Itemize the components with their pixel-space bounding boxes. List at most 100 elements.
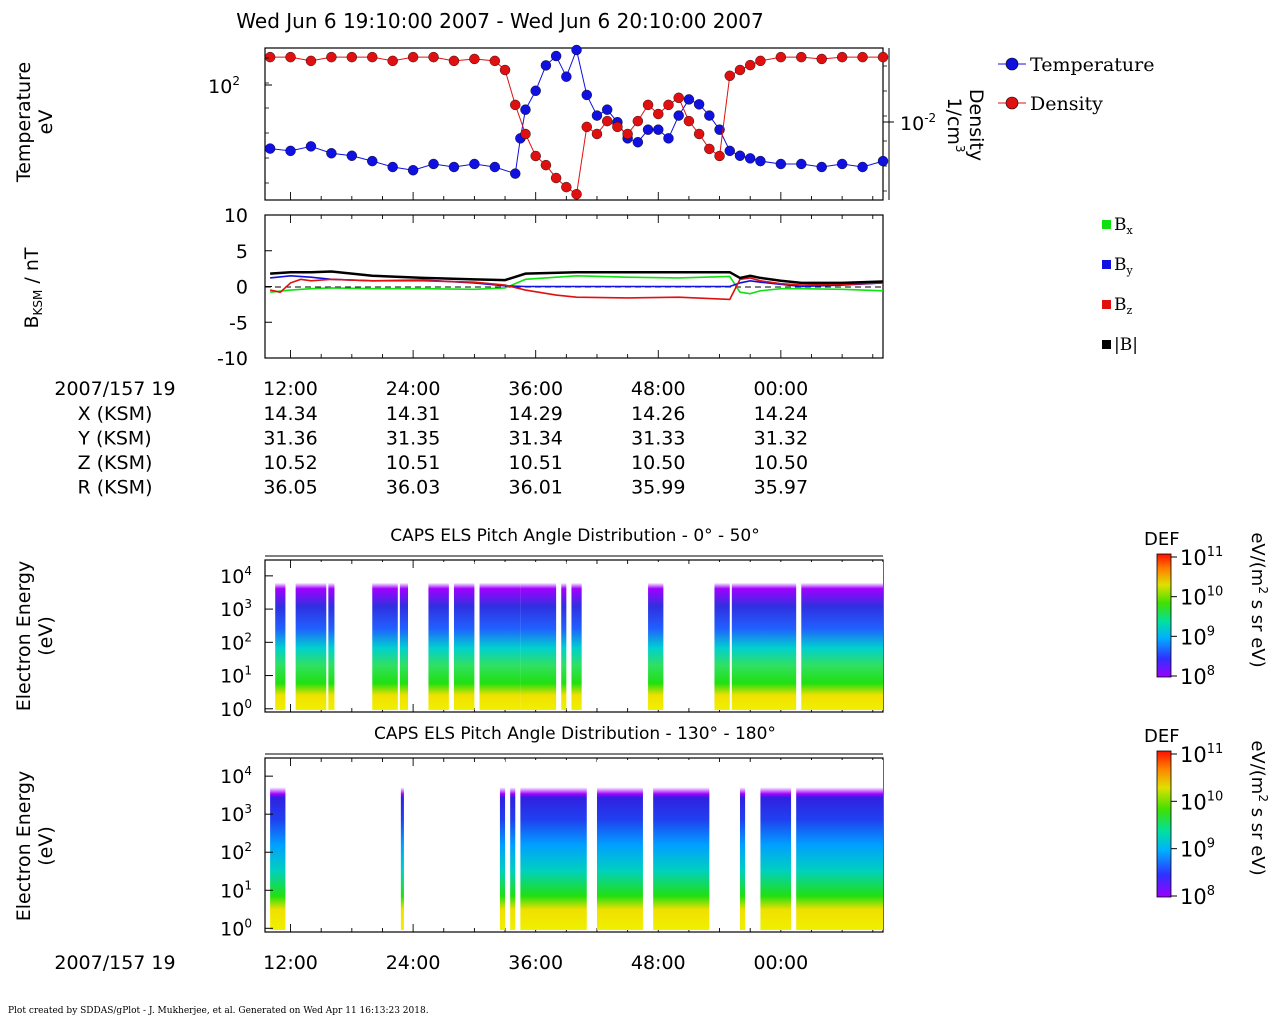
spectrogram1-ytick-label: 102 xyxy=(220,630,252,654)
panel1-y2tick-base: 10 xyxy=(900,113,924,135)
legend-temperature-marker xyxy=(1005,57,1019,71)
colorbar2-ticks: 1011 1010 109 108 xyxy=(1171,742,1223,909)
ephemeris-value: 31.32 xyxy=(754,428,808,450)
temperature-point xyxy=(591,110,603,121)
legend-swatch xyxy=(1102,220,1111,229)
density-point xyxy=(591,128,603,140)
temperature-point xyxy=(683,94,695,105)
density-point xyxy=(724,70,735,81)
bottom-axis-header: 2007/157 19 xyxy=(54,952,175,974)
panel2-ylabel-main: B xyxy=(21,315,43,328)
spectrogram2-ytick-label: 101 xyxy=(220,878,252,902)
temperature-point xyxy=(857,161,868,173)
ephemeris-row-label: X (KSM) xyxy=(78,403,153,425)
x-tick-label: 00:00 xyxy=(753,378,808,400)
temperature-point xyxy=(510,168,521,179)
legend-density: Density xyxy=(998,93,1103,115)
colorbar2-units-rest: s sr eV) xyxy=(1247,802,1268,876)
spectrogram2-data xyxy=(270,760,883,930)
density-point xyxy=(264,51,276,63)
footer-credit: Plot created by SDDAS/gPlot - J. Mukherj… xyxy=(8,1006,429,1016)
spectrogram1-data-block xyxy=(801,562,883,710)
temperature-point xyxy=(469,158,480,170)
ephemeris-row-label: Z (KSM) xyxy=(78,452,153,474)
legend-swatch xyxy=(1102,260,1111,269)
panel2-ytick-label: -5 xyxy=(229,312,248,334)
temperature-point xyxy=(836,158,848,170)
ephemeris-value: 14.31 xyxy=(386,403,440,425)
temperature-point xyxy=(704,110,715,121)
panel1-ytick-base: 10 xyxy=(208,76,232,98)
temperature-point xyxy=(642,124,654,135)
density-line xyxy=(270,56,883,196)
colorbar2-units-main: eV/(m xyxy=(1247,740,1268,794)
spectrogram1-data-block xyxy=(571,562,582,710)
ephemeris-value: 31.35 xyxy=(386,428,440,450)
panel2-ytick-label: 10 xyxy=(224,205,248,227)
temperature-point xyxy=(520,104,531,115)
x-tick-label: 24:00 xyxy=(386,378,441,400)
density-point xyxy=(448,55,460,67)
panel1-ylabel-line1: Temperature xyxy=(13,62,35,183)
colorbar2-tick-label: 108 xyxy=(1180,884,1215,909)
density-point xyxy=(499,64,511,76)
ephemeris-value: 36.05 xyxy=(263,477,317,499)
density-point xyxy=(653,108,664,120)
density-point xyxy=(683,115,695,127)
ephemeris-value: 10.50 xyxy=(631,452,685,474)
temperature-point xyxy=(387,161,398,173)
legend-swatch xyxy=(1102,300,1111,309)
spectrogram2-data-block xyxy=(760,760,792,930)
ephemeris-value: 14.26 xyxy=(631,403,685,425)
temperature-point xyxy=(561,71,572,82)
ephemeris-value: 14.29 xyxy=(508,403,562,425)
spectrogram2-ytick-label: 100 xyxy=(220,916,252,940)
panel1-y2tick-exp: -2 xyxy=(924,111,936,125)
density-point xyxy=(755,55,766,67)
panel1-ytick-exp: 2 xyxy=(232,74,240,88)
density-point xyxy=(285,51,296,63)
colorbar1-units-main: eV/(m xyxy=(1247,532,1268,586)
spectrogram1-data-block xyxy=(372,562,398,710)
spectrogram2-yticks: 104 103 102 101 100 xyxy=(220,764,273,940)
spectrogram2-data-block xyxy=(510,760,516,930)
density-point xyxy=(530,150,541,162)
colorbar1-units-sup: 2 xyxy=(1256,586,1270,594)
legend-swatch xyxy=(1102,340,1111,349)
temperature-density-marks xyxy=(264,44,889,200)
panel2-ytick-label: 0 xyxy=(236,277,248,299)
temperature-point xyxy=(550,50,562,62)
legend-label: Bz xyxy=(1114,295,1133,317)
ephemeris-value: 36.01 xyxy=(508,477,562,499)
ephemeris-value: 10.51 xyxy=(386,452,440,474)
density-point xyxy=(857,51,868,63)
ephemeris-value: 14.24 xyxy=(754,403,808,425)
spectrogram1-data-block xyxy=(714,562,730,710)
temperature-point xyxy=(601,104,613,115)
spectrogram1-title: CAPS ELS Pitch Angle Distribution - 0° -… xyxy=(390,526,759,546)
temperature-point xyxy=(285,145,296,157)
bottom-x-tick-label: 36:00 xyxy=(508,952,563,974)
ephemeris-value: 35.99 xyxy=(631,477,685,499)
legend-temperature: Temperature xyxy=(998,54,1154,76)
colorbar1-units: eV/(m2 s sr eV) xyxy=(1247,532,1270,667)
density-point xyxy=(326,51,337,63)
legend-temperature-label: Temperature xyxy=(1030,54,1154,76)
density-point xyxy=(571,189,582,200)
temperature-point xyxy=(581,89,592,101)
spectrogram2-ytick-label: 103 xyxy=(220,802,252,826)
spectrogram2-data-block xyxy=(653,760,710,930)
colorbar2-tick-label: 1011 xyxy=(1180,742,1223,767)
density-point xyxy=(734,64,746,76)
colorbar1-tick-label: 108 xyxy=(1180,664,1215,689)
spectrogram2-ylabel-line1: Electron Energy xyxy=(13,771,35,922)
density-point xyxy=(714,150,725,162)
temperature-point xyxy=(264,143,276,154)
ephemeris-value: 10.51 xyxy=(508,452,562,474)
temperature-point xyxy=(693,99,705,110)
temperature-point xyxy=(571,44,582,56)
x-tick-label: 48:00 xyxy=(631,378,686,400)
temperature-point xyxy=(367,155,378,167)
density-point xyxy=(612,121,623,133)
